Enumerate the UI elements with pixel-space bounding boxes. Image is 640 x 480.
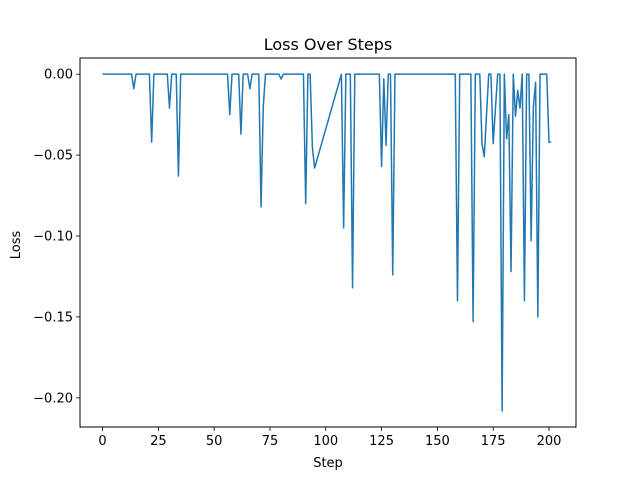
- y-tick-label: −0.15: [33, 310, 73, 325]
- x-tick-label: 50: [206, 434, 223, 449]
- x-tick-label: 25: [150, 434, 167, 449]
- x-tick-label: 175: [481, 434, 506, 449]
- x-tick-label: 100: [313, 434, 338, 449]
- series-line-0: [102, 73, 552, 412]
- y-tick-label: −0.20: [33, 391, 73, 406]
- plot-frame: [79, 57, 577, 428]
- y-tick-label: −0.10: [33, 230, 73, 245]
- y-tick-label: 0.00: [44, 68, 73, 83]
- x-tick-label: 150: [425, 434, 450, 449]
- chart-title: Loss Over Steps: [264, 35, 393, 54]
- y-axis-ticks: 0.00 −0.05 −0.10 −0.15 −0.20: [33, 68, 80, 406]
- y-tick-label: −0.05: [33, 149, 73, 164]
- y-axis-label: Loss: [9, 231, 24, 260]
- x-axis-ticks: 0 25 50 75 100 125 150 175 200: [98, 427, 561, 449]
- x-tick-label: 75: [262, 434, 279, 449]
- plot-area: [102, 73, 552, 412]
- x-tick-label: 0: [98, 434, 106, 449]
- x-tick-label: 200: [537, 434, 562, 449]
- x-axis-label: Step: [313, 456, 343, 471]
- x-tick-label: 125: [369, 434, 394, 449]
